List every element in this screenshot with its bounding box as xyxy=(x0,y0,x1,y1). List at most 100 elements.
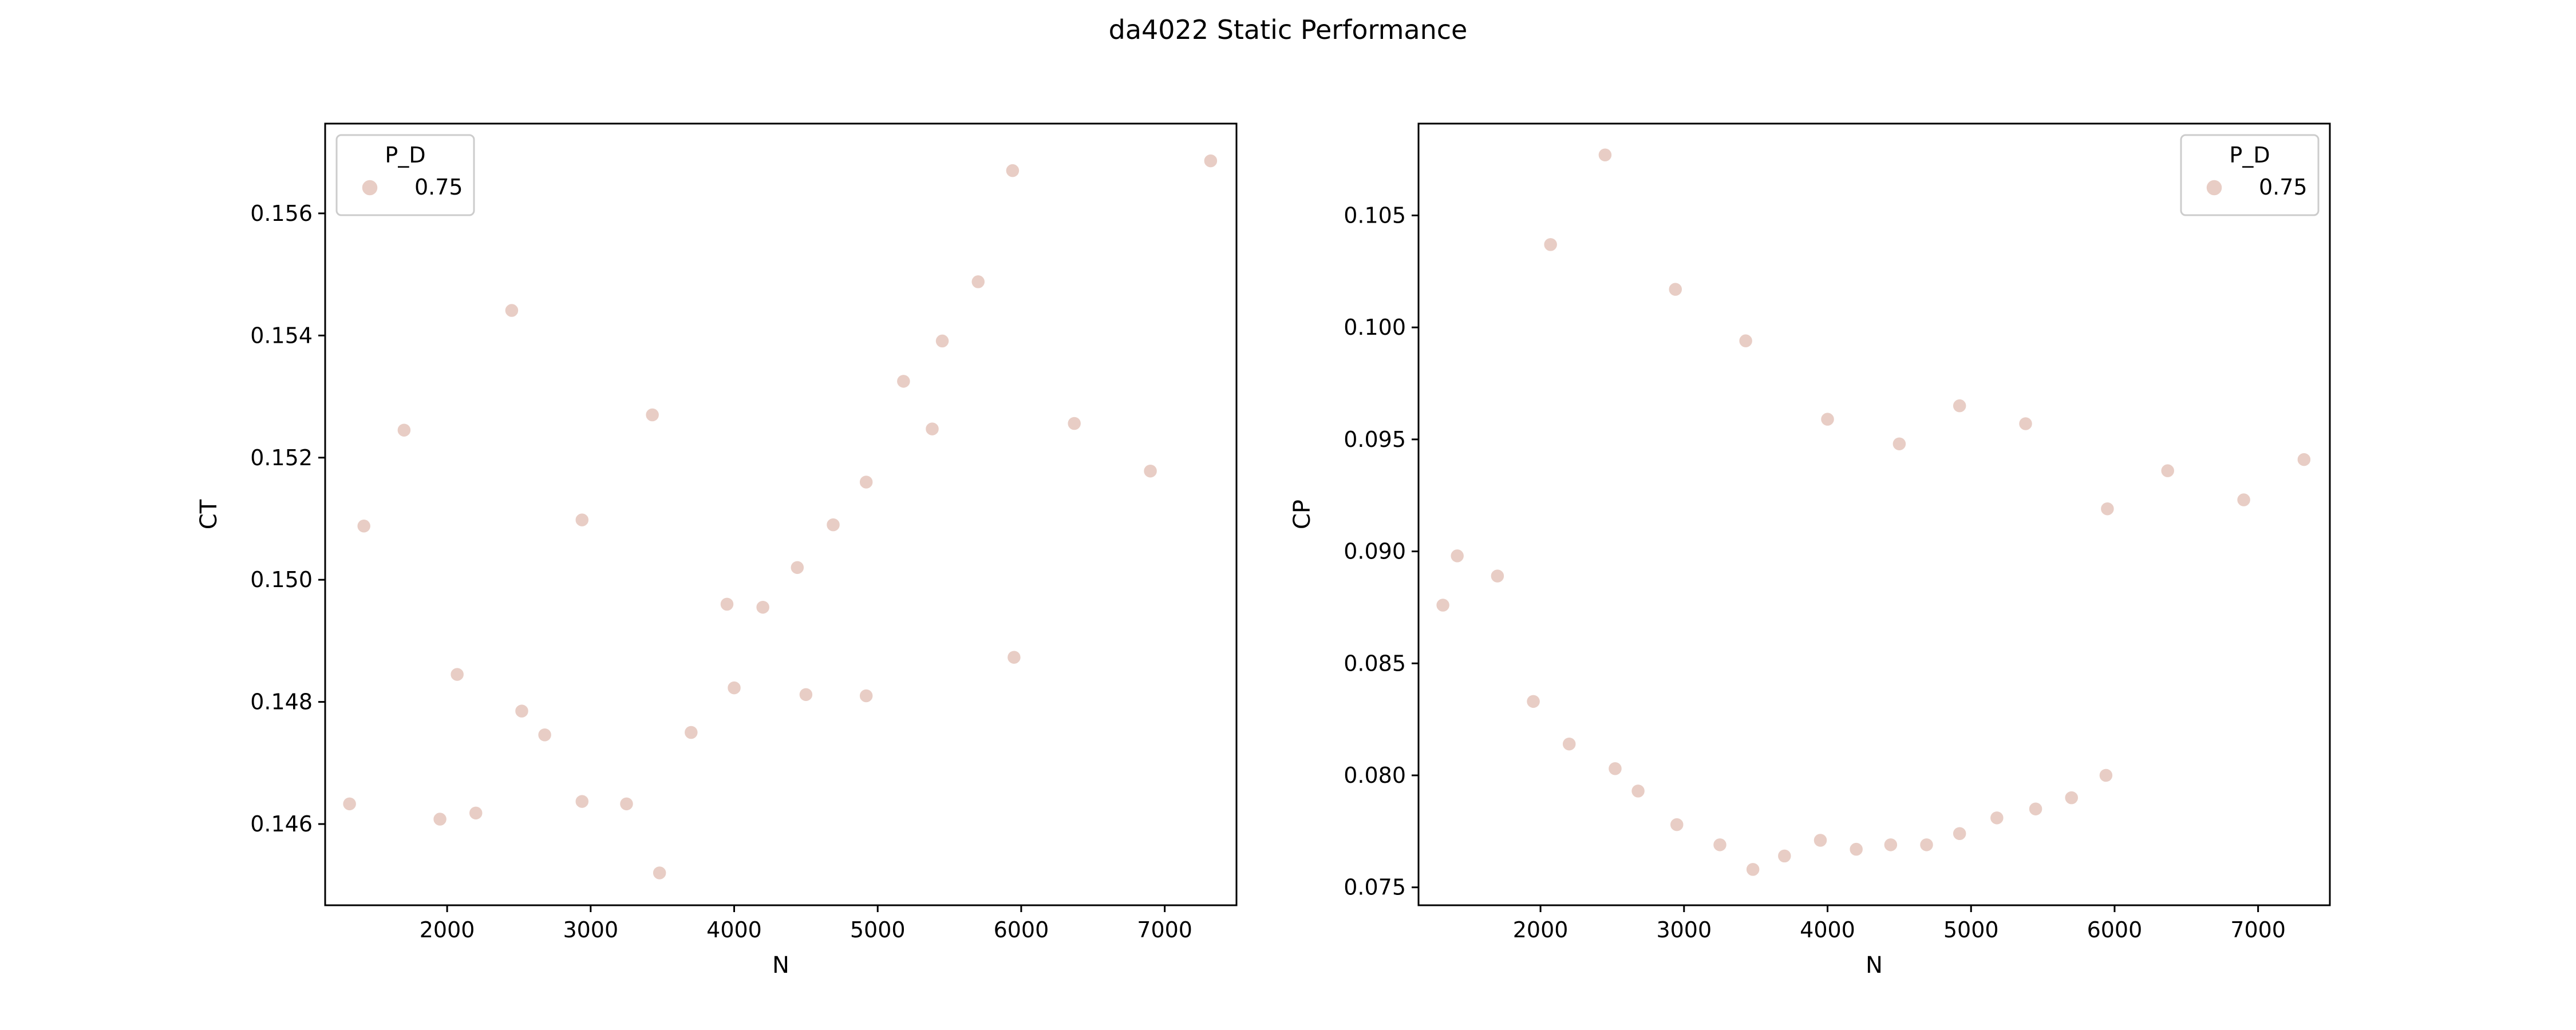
ct-y-tick-label: 0.152 xyxy=(250,445,313,470)
cp-data-point xyxy=(2100,501,2115,516)
ct-data-point xyxy=(755,600,771,615)
ct-y-tick-label: 0.150 xyxy=(250,567,313,592)
ct-y-tick-label: 0.148 xyxy=(250,690,313,715)
cp-data-point xyxy=(1668,282,1683,297)
cp-data-point xyxy=(2028,801,2043,817)
ct-data-point xyxy=(924,421,940,437)
cp-data-point xyxy=(2099,768,2113,783)
cp-data-point xyxy=(1526,694,1541,709)
ct-data-point xyxy=(1066,416,1082,431)
cp-data-point xyxy=(1919,837,1934,853)
cp-data-point xyxy=(2236,492,2251,508)
ct-x-tick-label: 7000 xyxy=(1137,917,1192,942)
cp-data-point xyxy=(1952,826,1967,841)
ct-data-point xyxy=(432,811,448,827)
ct-data-point xyxy=(514,703,530,719)
cp-data-point xyxy=(1435,597,1451,613)
cp-plot-frame xyxy=(1417,122,2331,906)
cp-y-tick-label: 0.090 xyxy=(1344,539,1406,564)
cp-data-point xyxy=(1883,837,1898,853)
ct-data-point xyxy=(397,422,412,438)
ct-data-point xyxy=(645,407,660,422)
cp-data-point xyxy=(1892,436,1907,451)
ct-data-point xyxy=(652,865,667,881)
cp-data-point xyxy=(1989,810,2005,826)
cp-y-axis-label: CP xyxy=(1289,500,1315,529)
ct-legend-title: P_D xyxy=(385,142,425,168)
cp-data-point xyxy=(1820,411,1835,427)
ct-x-tick-label: 4000 xyxy=(706,917,762,942)
ct-data-point xyxy=(859,688,874,703)
cp-data-point xyxy=(2064,790,2079,805)
ct-data-point xyxy=(575,512,590,528)
cp-scatter-panel: 2000 3000 4000 5000 6000 7000 0.075 0.080 0.085 0… xyxy=(1289,122,2331,978)
cp-data-point xyxy=(2018,416,2033,431)
ct-data-point xyxy=(1005,163,1020,178)
ct-legend-marker xyxy=(361,179,378,196)
cp-legend-label: 0.75 xyxy=(2259,175,2308,200)
ct-data-point xyxy=(859,474,874,490)
cp-x-tick-label: 3000 xyxy=(1656,917,1712,942)
cp-data-point xyxy=(2160,463,2175,478)
cp-data-point xyxy=(1848,842,1864,857)
ct-data-point xyxy=(1143,464,1158,478)
ct-data-point xyxy=(970,274,986,290)
cp-data-point xyxy=(1777,849,1792,863)
ct-data-point xyxy=(935,334,950,348)
ct-y-tick-label: 0.156 xyxy=(250,201,313,226)
cp-data-point xyxy=(1607,761,1623,776)
ct-x-tick-label: 3000 xyxy=(563,917,618,942)
cp-x-tick-label: 4000 xyxy=(1800,917,1855,942)
ct-data-point xyxy=(790,560,805,575)
figure-title: da4022 Static Performance xyxy=(1109,14,1468,45)
cp-y-tick-label: 0.100 xyxy=(1344,315,1406,340)
cp-x-tick-label: 5000 xyxy=(1943,917,1999,942)
ct-data-point xyxy=(449,667,465,682)
cp-x-axis-label: N xyxy=(1866,952,1883,978)
cp-y-tick-label: 0.075 xyxy=(1344,875,1406,900)
ct-data-point xyxy=(537,727,552,743)
ct-y-tick-label: 0.146 xyxy=(250,811,313,837)
ct-legend-label: 0.75 xyxy=(414,175,463,200)
cp-data-point xyxy=(1449,548,1465,564)
cp-data-point xyxy=(1490,568,1505,584)
ct-data-point xyxy=(1203,153,1218,168)
cp-data-point xyxy=(1952,398,1967,413)
cp-y-tick-label: 0.085 xyxy=(1344,651,1406,676)
ct-data-point xyxy=(726,680,742,695)
cp-data-point xyxy=(1543,237,1558,252)
cp-y-tick-label: 0.095 xyxy=(1344,427,1406,452)
cp-data-point xyxy=(1598,148,1613,163)
ct-data-point xyxy=(619,797,634,811)
cp-data-point xyxy=(1745,862,1760,877)
cp-data-point xyxy=(1669,817,1685,832)
ct-data-point xyxy=(683,725,699,740)
ct-x-tick-label: 2000 xyxy=(420,917,475,942)
ct-x-tick-label: 6000 xyxy=(994,917,1049,942)
cp-legend-title: P_D xyxy=(2229,142,2270,168)
cp-x-tick-label: 6000 xyxy=(2087,917,2143,942)
cp-data-point xyxy=(1630,783,1646,799)
ct-data-point xyxy=(342,797,357,811)
ct-x-axis-label: N xyxy=(772,952,789,978)
cp-legend-marker xyxy=(2206,179,2223,196)
ct-data-point xyxy=(825,517,841,532)
cp-data-point xyxy=(1562,736,1577,751)
ct-data-point xyxy=(799,687,813,702)
cp-data-point xyxy=(2297,452,2312,467)
ct-y-tick-label: 0.154 xyxy=(250,323,313,348)
cp-data-point xyxy=(1738,333,1753,348)
ct-data-point xyxy=(504,303,519,318)
ct-data-point xyxy=(575,794,590,809)
ct-data-point xyxy=(1006,649,1022,665)
ct-x-tick-label: 5000 xyxy=(850,917,906,942)
ct-data-point xyxy=(896,374,911,389)
cp-x-tick-label: 7000 xyxy=(2230,917,2286,942)
ct-y-axis-label: CT xyxy=(196,499,222,529)
ct-scatter-panel: 2000 3000 4000 5000 6000 7000 0.146 0.148 0.150 0… xyxy=(196,122,1238,978)
cp-y-tick-label: 0.105 xyxy=(1344,203,1406,228)
ct-data-point xyxy=(468,806,483,821)
ct-data-point xyxy=(720,597,734,612)
